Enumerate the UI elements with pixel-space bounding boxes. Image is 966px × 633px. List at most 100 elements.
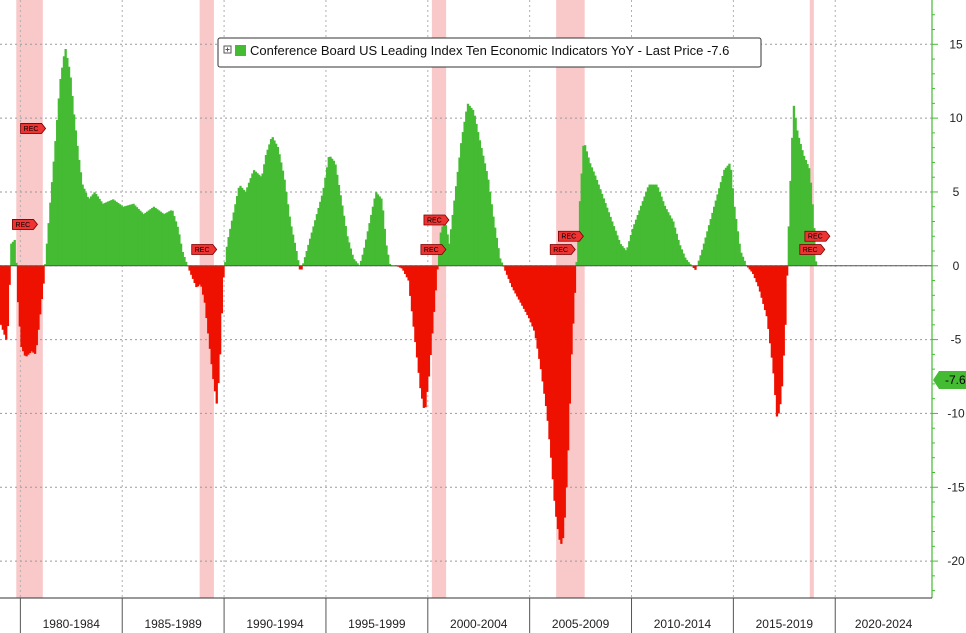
data-bar	[263, 164, 266, 266]
data-bar	[132, 203, 135, 266]
legend-label: Conference Board US Leading Index Ten Ec…	[250, 43, 729, 58]
data-bar	[796, 130, 799, 266]
data-bar	[599, 189, 602, 266]
data-bar	[731, 188, 734, 266]
data-bar	[617, 239, 621, 266]
data-bar	[110, 200, 113, 266]
data-bar	[398, 265, 402, 268]
data-bar	[769, 265, 772, 344]
data-bar	[497, 248, 500, 266]
data-bar	[71, 95, 74, 266]
data-bar	[344, 225, 347, 266]
data-bar	[164, 213, 167, 266]
data-bar	[522, 265, 526, 309]
data-bar	[665, 209, 668, 266]
data-bar	[716, 194, 719, 266]
data-bar	[261, 173, 264, 266]
y-tick-label: -20	[947, 554, 965, 568]
data-bar	[178, 234, 181, 266]
data-bar	[594, 175, 597, 266]
data-bar	[385, 245, 388, 266]
data-bar	[15, 262, 18, 266]
data-bar	[308, 238, 312, 266]
data-bar	[409, 265, 412, 296]
data-bar	[453, 200, 456, 266]
data-bar	[388, 263, 392, 266]
data-bar	[375, 192, 378, 266]
data-bar	[699, 255, 702, 266]
data-bar	[61, 67, 64, 266]
data-bar	[50, 182, 54, 266]
data-bar	[327, 157, 330, 266]
x-axis: 1980-1984 1985-1989 1990-1994 1995-1999 2000…	[0, 597, 932, 633]
data-bar	[723, 169, 726, 266]
data-bar	[195, 265, 198, 288]
data-bar	[193, 265, 196, 284]
data-bar	[650, 184, 653, 266]
data-bar	[465, 111, 468, 266]
data-bar	[741, 256, 745, 266]
data-bar	[775, 265, 779, 417]
data-bar	[339, 195, 342, 266]
data-bar	[205, 265, 208, 319]
data-bar	[283, 179, 286, 266]
data-bar	[563, 265, 566, 518]
data-bar	[646, 187, 650, 266]
data-bar	[23, 265, 27, 356]
data-bar	[86, 196, 89, 266]
data-bar	[624, 250, 628, 266]
y-tick-label: -5	[951, 333, 962, 347]
data-bar	[290, 226, 293, 266]
data-bar	[602, 198, 605, 266]
data-bar	[687, 262, 690, 266]
data-bar	[76, 145, 79, 266]
data-bar	[677, 239, 680, 266]
data-bar	[709, 219, 712, 266]
data-bar	[483, 163, 487, 266]
data-bar	[93, 192, 96, 266]
data-bar	[655, 184, 658, 266]
data-bar	[183, 256, 186, 266]
data-bar	[752, 265, 755, 274]
data-bar	[268, 144, 271, 266]
data-bar	[44, 264, 47, 266]
data-bar	[663, 205, 667, 266]
data-bar	[531, 265, 534, 327]
data-bar	[280, 162, 283, 266]
data-bar	[371, 206, 375, 266]
data-bar	[454, 186, 458, 266]
data-bar	[293, 242, 296, 266]
data-bar	[139, 210, 142, 266]
rec-markers: REC REC REC REC REC REC REC REC REC	[12, 123, 831, 255]
data-bar	[809, 182, 813, 266]
x-tick-label: 1985-1989	[144, 617, 202, 631]
data-bar	[446, 234, 449, 266]
data-bar	[185, 261, 188, 266]
data-bar	[757, 265, 760, 287]
data-bar	[510, 265, 514, 288]
data-bar	[431, 265, 434, 334]
data-bar	[404, 265, 407, 274]
data-bar	[208, 265, 212, 349]
data-bar	[118, 204, 122, 266]
data-bar	[482, 155, 485, 266]
data-bar	[675, 233, 678, 266]
data-bar	[612, 226, 616, 266]
data-bar	[718, 188, 721, 266]
data-bar	[286, 204, 290, 266]
data-bar	[191, 265, 195, 279]
y-tick-label: -15	[947, 480, 965, 494]
data-bar	[332, 160, 336, 266]
data-bar	[20, 265, 23, 347]
data-bar	[568, 265, 572, 404]
rec-marker-shape	[549, 244, 576, 255]
data-bar	[750, 265, 753, 272]
data-bar	[570, 265, 573, 355]
data-bar	[567, 265, 570, 451]
data-bar	[152, 206, 156, 266]
data-bar	[648, 184, 651, 266]
data-bar	[787, 226, 790, 266]
data-bar	[719, 182, 723, 266]
data-bar	[487, 179, 490, 266]
data-bar	[220, 265, 223, 314]
